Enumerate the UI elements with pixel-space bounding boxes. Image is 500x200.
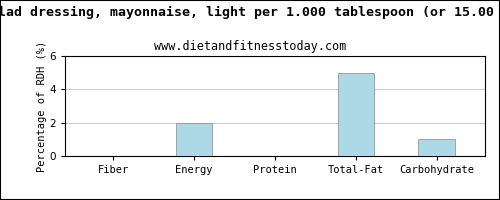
Bar — [418, 139, 454, 156]
Text: www.dietandfitnesstoday.com: www.dietandfitnesstoday.com — [154, 40, 346, 53]
Y-axis label: Percentage of RDH (%): Percentage of RDH (%) — [36, 40, 46, 172]
Text: Salad dressing, mayonnaise, light per 1.000 tablespoon (or 15.00 g): Salad dressing, mayonnaise, light per 1.… — [0, 6, 500, 19]
Bar — [338, 73, 374, 156]
Bar — [176, 123, 212, 156]
